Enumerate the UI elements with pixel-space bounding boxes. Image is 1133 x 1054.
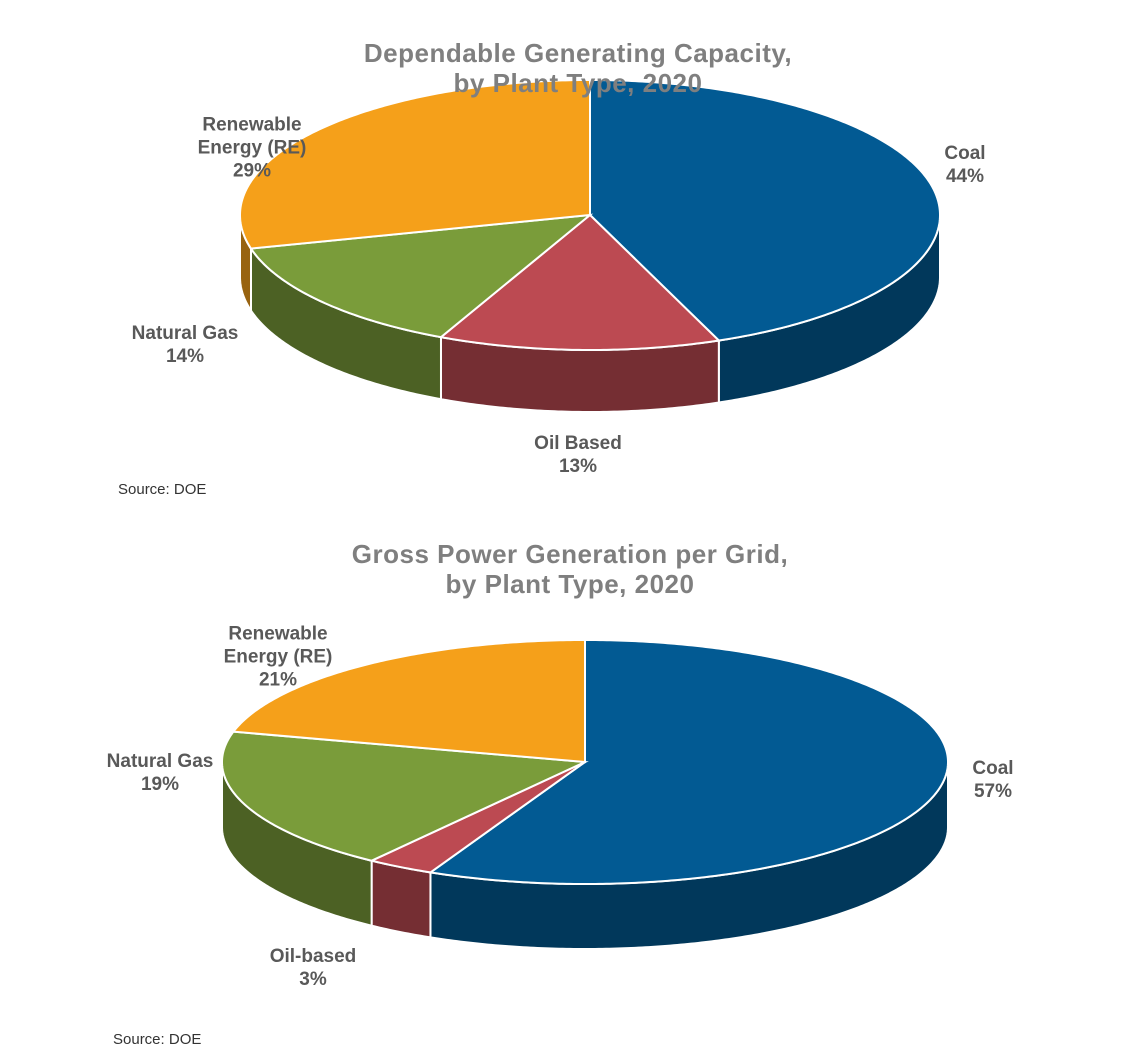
data-label: Natural Gas 19% (107, 750, 214, 796)
category-label: Coal (972, 758, 1014, 779)
value-label: 14% (165, 346, 205, 367)
value-label: 57% (973, 781, 1013, 802)
category-label: Renewable Energy (RE) (197, 114, 307, 159)
data-label: Natural Gas 14% (132, 322, 239, 368)
value-label: 44% (945, 166, 985, 187)
source-note: Source: DOE (118, 481, 207, 498)
value-label: 29% (232, 160, 272, 182)
pie-tops (239, 78, 941, 352)
data-label: Coal 44% (944, 142, 985, 188)
slice (249, 213, 594, 339)
category-label: Oil Based (534, 433, 622, 454)
data-label: Oil-based 3% (270, 945, 357, 991)
slice (589, 78, 941, 342)
data-label: Renewable Energy (RE) 29% (177, 114, 327, 183)
pie-tops (221, 638, 949, 886)
slice (427, 638, 949, 886)
slice-side (370, 859, 432, 939)
value-label: 19% (140, 774, 180, 795)
pie (221, 638, 949, 951)
value-label: 3% (299, 969, 327, 990)
category-label: Oil-based (269, 946, 357, 967)
slice (438, 213, 721, 352)
pie (239, 78, 941, 414)
slice (239, 78, 591, 250)
pie-sides (239, 214, 941, 414)
data-label: Renewable Energy (RE) 21% (203, 623, 353, 692)
value-label: 21% (258, 669, 298, 691)
slice (231, 638, 586, 764)
category-label: Renewable Energy (RE) (223, 623, 333, 668)
category-label: Coal (944, 143, 986, 164)
category-label: Natural Gas (106, 751, 214, 772)
chart-title: Dependable Generating Capacity, by Plant… (363, 38, 793, 98)
value-label: 13% (558, 456, 598, 477)
category-label: Natural Gas (131, 323, 239, 344)
source-note: Source: DOE (113, 1031, 202, 1048)
data-label: Coal 57% (972, 757, 1013, 803)
data-label: Oil Based 13% (534, 432, 622, 478)
slice (221, 730, 589, 862)
slice (368, 761, 586, 874)
chart-title: Gross Power Generation per Grid, by Plan… (351, 539, 789, 599)
